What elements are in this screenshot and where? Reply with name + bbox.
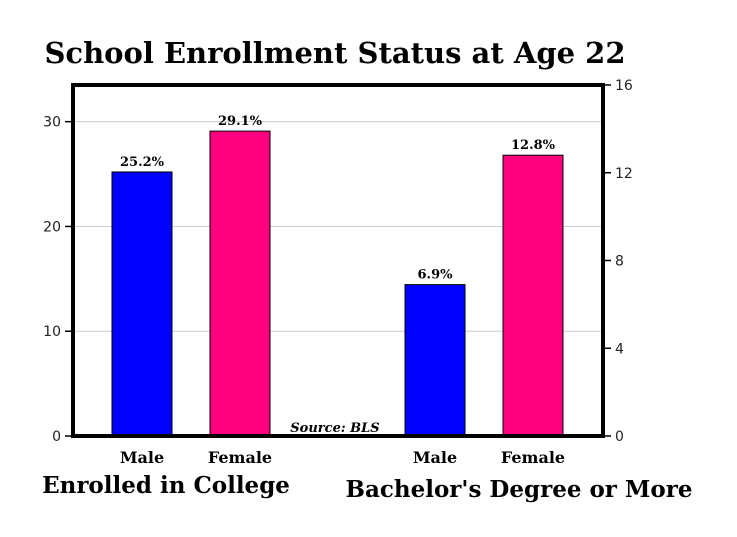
left-tick-label: 0 [52, 429, 61, 445]
left-axis: 0 10 20 30 [43, 115, 73, 445]
category-label: Male [120, 448, 164, 467]
left-tick-label: 20 [43, 219, 61, 235]
bar-value-label: 29.1% [218, 114, 263, 129]
bar-value-label: 6.9% [418, 268, 454, 283]
bar-bachelors-male [404, 284, 466, 437]
chart-title: School Enrollment Status at Age 22 [44, 36, 625, 70]
left-tick-label: 30 [43, 115, 61, 131]
source-note: Source: BLS [290, 421, 379, 436]
category-labels: Male Female Male Female [120, 448, 565, 467]
bar-enrolled-female [209, 130, 271, 437]
right-axis: 0 4 8 12 16 [603, 78, 633, 445]
right-tick-label: 8 [615, 254, 624, 270]
right-tick-label: 12 [615, 166, 633, 182]
bar-bachelors-female [502, 154, 564, 437]
left-tick-label: 10 [43, 324, 61, 340]
bar-value-labels: 25.2% 29.1% 6.9% 12.8% [120, 114, 556, 283]
bar-value-label: 12.8% [511, 138, 556, 153]
category-label: Female [208, 448, 272, 467]
category-label: Female [501, 448, 565, 467]
group-label-enrolled: Enrolled in College [42, 472, 290, 499]
bars [111, 130, 564, 437]
right-tick-label: 0 [615, 429, 624, 445]
bar-value-label: 25.2% [120, 155, 165, 170]
category-label: Male [413, 448, 457, 467]
bar-enrolled-male [111, 171, 173, 437]
right-tick-label: 16 [615, 78, 633, 94]
right-tick-label: 4 [615, 341, 624, 357]
group-label-bachelors: Bachelor's Degree or More [346, 476, 693, 503]
